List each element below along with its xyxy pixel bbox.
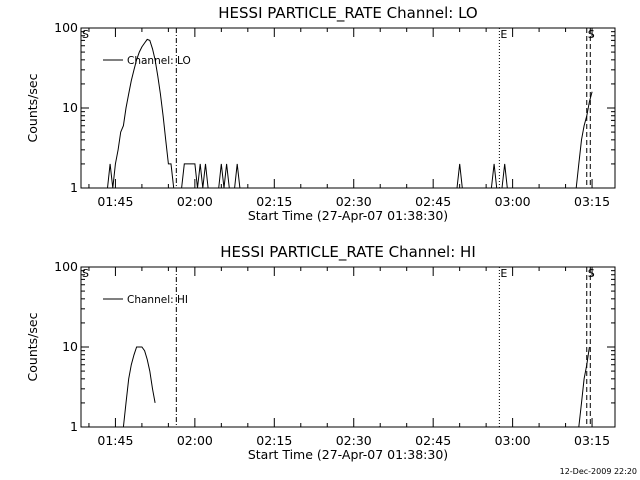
chart-title: HESSI PARTICLE_RATE Channel: LO	[218, 4, 477, 23]
legend-label: Channel: LO	[127, 55, 191, 67]
series-line	[218, 163, 230, 189]
y-tick-label: 100	[54, 259, 78, 274]
x-tick-label: 02:45	[415, 433, 451, 448]
x-tick-label: 02:15	[256, 194, 292, 209]
x-axis-label: Start Time (27-Apr-07 01:38:30)	[248, 208, 448, 223]
chart-panel-2: HESSI PARTICLE_RATE Channel: HI 1 10 100 Cou…	[25, 243, 616, 462]
marker-label: S	[82, 267, 89, 280]
marker-label: S	[588, 28, 595, 41]
plot-frame	[80, 266, 616, 428]
series-line	[575, 91, 593, 189]
x-tick-label: 02:45	[415, 194, 451, 209]
x-tick-label: 01:45	[97, 433, 133, 448]
x-tick-label: 02:00	[177, 194, 213, 209]
y-axis-label: Counts/sec	[25, 73, 40, 142]
series-line	[501, 163, 508, 189]
marker-label: E	[500, 28, 507, 41]
series-line	[490, 163, 498, 189]
x-tick-label: 02:30	[336, 194, 372, 209]
x-tick-label: 03:00	[495, 194, 531, 209]
chart-title: HESSI PARTICLE_RATE Channel: HI	[220, 243, 476, 262]
plot-frame	[80, 27, 616, 189]
footer-timestamp: 12-Dec-2009 22:20	[560, 467, 637, 476]
x-tick-label: 02:30	[336, 433, 372, 448]
series-line	[122, 346, 156, 428]
chart-panel-1: HESSI PARTICLE_RATE Channel: LO 1 10 100 Cou…	[25, 4, 616, 223]
series-line	[578, 346, 590, 428]
marker-label: S	[588, 267, 595, 280]
legend-label: Channel: HI	[127, 294, 188, 306]
x-axis-label: Start Time (27-Apr-07 01:38:30)	[248, 447, 448, 462]
y-tick-label: 10	[62, 339, 78, 354]
series-line	[181, 163, 209, 189]
y-tick-label: 1	[70, 180, 78, 195]
series-line	[234, 163, 241, 189]
marker-label: S	[82, 28, 89, 41]
y-tick-label: 100	[54, 20, 78, 35]
x-tick-label: 02:15	[256, 433, 292, 448]
marker-label: E	[500, 267, 507, 280]
y-tick-label: 1	[70, 419, 78, 434]
series-line	[456, 163, 463, 189]
x-tick-label: 03:15	[574, 433, 610, 448]
y-tick-label: 10	[62, 100, 78, 115]
x-tick-label: 01:45	[97, 194, 133, 209]
series-line	[107, 38, 177, 189]
x-tick-label: 03:00	[495, 433, 531, 448]
y-axis-label: Counts/sec	[25, 312, 40, 381]
x-tick-label: 03:15	[574, 194, 610, 209]
x-tick-label: 02:00	[177, 433, 213, 448]
